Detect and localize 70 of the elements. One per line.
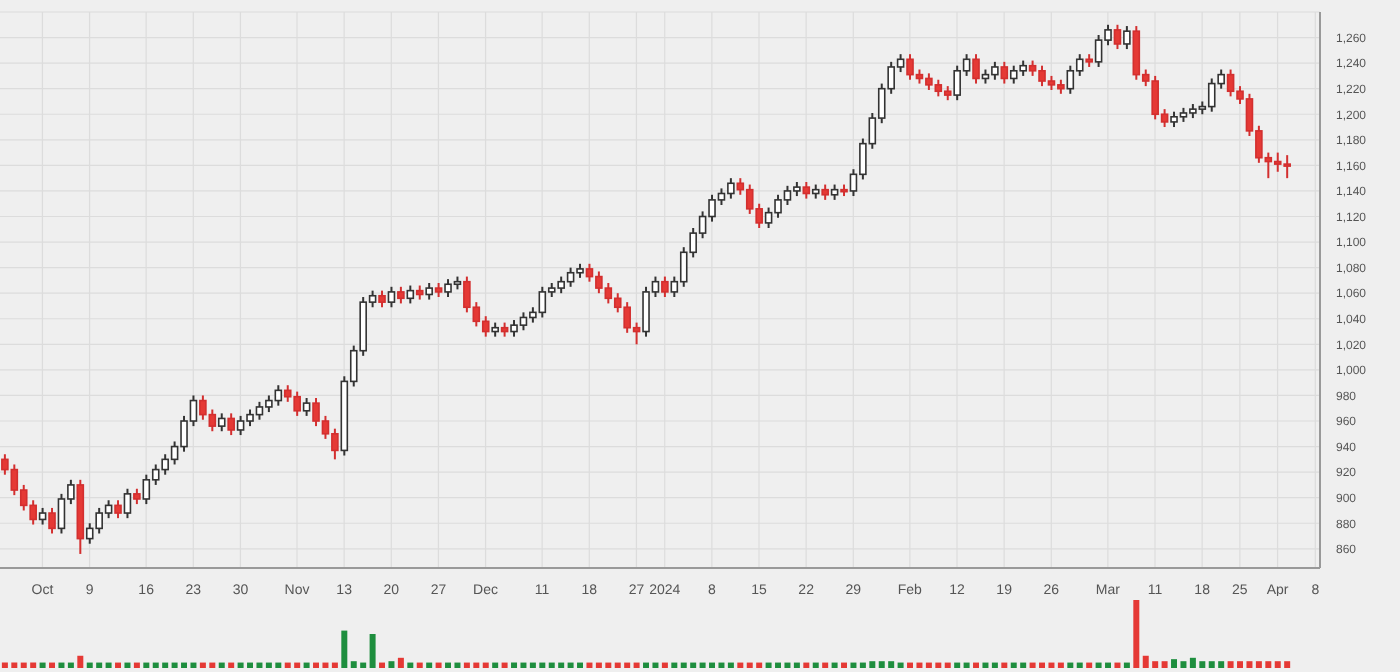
bar [907,662,914,668]
bar [133,662,140,668]
bar [407,662,414,668]
bar [218,662,225,668]
bar [737,662,744,668]
candlestick [123,487,132,520]
bar [1123,662,1130,668]
bar [1114,662,1121,668]
candlestick [1113,23,1122,51]
bar [954,662,961,668]
candlestick [972,53,980,85]
bar [105,662,112,668]
bar [228,662,235,668]
bar [49,662,56,668]
bar [822,662,829,668]
bar [982,662,989,668]
bar [793,662,800,668]
bar [671,662,678,668]
candlestick [1000,60,1009,85]
bar [1133,600,1140,668]
bar [58,662,65,668]
bar [831,662,838,668]
bar [1076,662,1083,668]
bar [1161,661,1168,668]
candlestick [387,285,396,309]
candlestick [661,275,669,299]
bar [435,662,442,668]
bar [1086,662,1093,668]
bar [897,662,904,668]
bar [313,662,320,668]
bar [1001,662,1008,668]
bar [124,662,131,668]
bar [1171,659,1178,668]
bar [963,662,970,668]
bar [803,662,810,668]
bar [331,662,338,668]
bar [586,662,593,668]
bar [850,662,857,668]
bar [501,662,508,668]
bar [416,662,423,668]
bar [643,662,650,668]
bar [369,634,376,668]
bar [841,662,848,668]
bar [633,662,640,668]
bar [388,661,395,668]
bar [973,662,980,668]
bar [39,662,46,668]
bar [727,662,734,668]
bar [143,662,150,668]
bar [379,662,386,668]
bar [303,662,310,668]
bar [77,655,84,668]
candlestick [48,506,56,535]
bar [482,662,489,668]
bar [341,630,348,668]
bar [511,662,518,668]
bar [812,662,819,668]
bar [661,662,668,668]
candlestick [227,412,235,437]
bar [397,657,404,668]
bar [1067,662,1074,668]
bar [445,662,452,668]
bar [991,662,998,668]
candlestick [1123,25,1131,51]
bar [426,662,433,668]
bar [115,662,122,668]
bar [1057,662,1064,668]
bar [492,662,499,668]
bar [944,662,951,668]
bar [67,662,74,668]
